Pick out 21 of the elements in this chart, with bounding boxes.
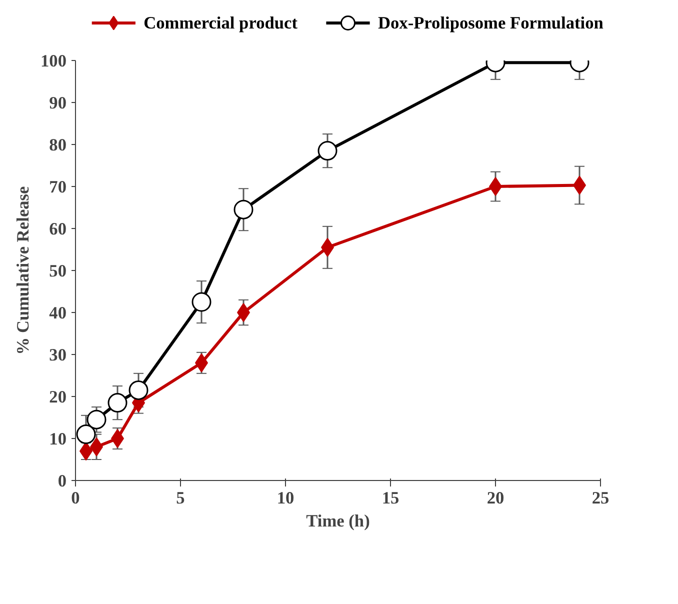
y-axis-title: % Cumulative Release: [14, 186, 33, 355]
y-tick-label: 80: [49, 136, 66, 154]
x-tick-label: 25: [592, 488, 610, 508]
y-tick-label: 20: [49, 388, 66, 406]
y-tick-label: 90: [49, 94, 66, 112]
x-axis-title: Time (h): [306, 512, 370, 530]
y-tick-label: 30: [49, 346, 66, 364]
legend-label: Commercial product: [144, 14, 298, 32]
y-tick-label: 40: [49, 304, 66, 322]
legend-label: Dox-Proliposome Formulation: [378, 14, 604, 32]
x-tick-label: 20: [486, 488, 504, 508]
y-tick-label: 60: [49, 220, 66, 238]
x-tick-label: 5: [176, 488, 186, 508]
x-tick-label: 0: [71, 488, 80, 508]
y-tick-label: 100: [40, 52, 67, 70]
y-tick-label: 10: [49, 430, 66, 448]
y-tick-label: 0: [58, 472, 67, 490]
x-tick-label: 10: [276, 488, 294, 508]
x-tick-label: 15: [382, 488, 400, 508]
y-tick-label: 70: [49, 178, 66, 196]
y-tick-label: 50: [49, 262, 66, 280]
